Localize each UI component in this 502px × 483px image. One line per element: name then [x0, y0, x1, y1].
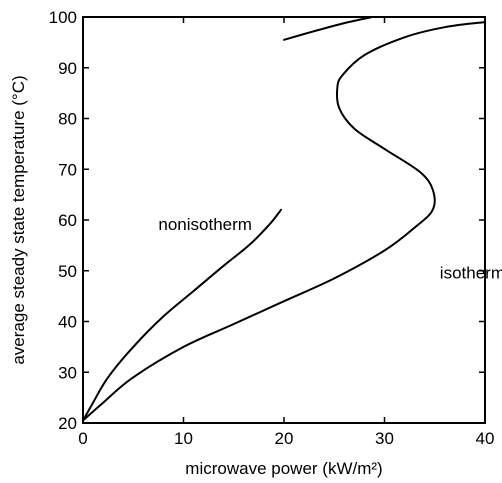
- y-tick-label: 70: [58, 160, 77, 179]
- series-nonisotherm-line: [82, 208, 282, 422]
- x-tick-label: 10: [174, 429, 193, 448]
- y-tick-label: 60: [58, 211, 77, 230]
- series-nonisotherm-upper-branch-line: [283, 16, 374, 41]
- x-tick-label: 40: [476, 429, 495, 448]
- y-axis-title: average steady state temperature (°C): [9, 75, 28, 364]
- y-tick-label: 90: [58, 59, 77, 78]
- x-axis-ticks: 0 10 20 30 40: [78, 17, 494, 448]
- plot-frame: [82, 16, 486, 424]
- y-tick-label: 40: [58, 313, 77, 332]
- series-isotherm-line: [82, 21, 486, 422]
- plot-content: nonisotherm isotherm: [82, 16, 502, 422]
- y-tick-label: 20: [58, 414, 77, 433]
- y-tick-label: 100: [49, 8, 77, 27]
- annotation-nonisotherm: nonisotherm: [158, 215, 252, 234]
- y-tick-label: 80: [58, 110, 77, 129]
- y-tick-label: 30: [58, 363, 77, 382]
- y-tick-label: 50: [58, 262, 77, 281]
- x-axis-title: microwave power (kW/m²): [185, 459, 382, 478]
- x-tick-label: 20: [275, 429, 294, 448]
- annotation-isotherm: isotherm: [440, 263, 502, 282]
- x-tick-label: 30: [375, 429, 394, 448]
- x-tick-label: 0: [78, 429, 87, 448]
